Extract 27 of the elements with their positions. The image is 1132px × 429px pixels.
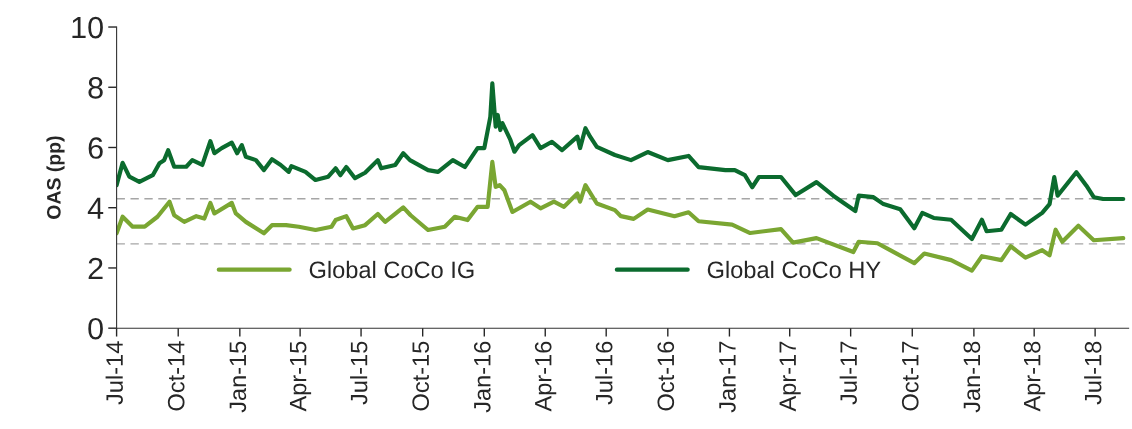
x-tick-label: Jul-14 <box>105 341 123 405</box>
x-tick-label: Oct-16 <box>657 341 675 411</box>
y-tick-label: 8 <box>88 76 103 99</box>
x-tick-label: Apr-17 <box>779 341 801 412</box>
legend-label: Global CoCo IG <box>309 260 474 279</box>
x-tick-label: Jul-17 <box>839 341 857 405</box>
y-tick-label: 0 <box>88 317 103 340</box>
x-tick-label: Jan-17 <box>719 341 736 413</box>
x-tick-label: Jan-18 <box>963 341 981 413</box>
x-tick-label: Jul-16 <box>595 341 613 405</box>
y-tick-label: 4 <box>87 197 104 219</box>
x-tick-label: Oct-15 <box>412 341 430 411</box>
x-tick-label: Apr-15 <box>289 341 312 412</box>
x-tick-label: Jul-15 <box>350 341 368 405</box>
x-tick-label: Jan-15 <box>229 341 247 413</box>
x-tick-label: Jul-18 <box>1084 341 1102 405</box>
x-tick-label: Apr-18 <box>1023 341 1046 412</box>
line-series <box>116 81 1126 242</box>
y-axis-title: OAS (pp) <box>46 136 65 219</box>
x-tick-label: Oct-17 <box>901 341 919 411</box>
x-tick-label: Apr-16 <box>534 341 557 412</box>
x-tick-label: Oct-14 <box>167 341 185 411</box>
y-tick-label: 2 <box>88 257 103 280</box>
y-tick-label: 6 <box>88 137 103 159</box>
legend-label: Global CoCo HY <box>707 260 881 279</box>
x-tick-label: Jan-16 <box>473 341 491 413</box>
y-tick-label: 10 <box>72 16 103 39</box>
